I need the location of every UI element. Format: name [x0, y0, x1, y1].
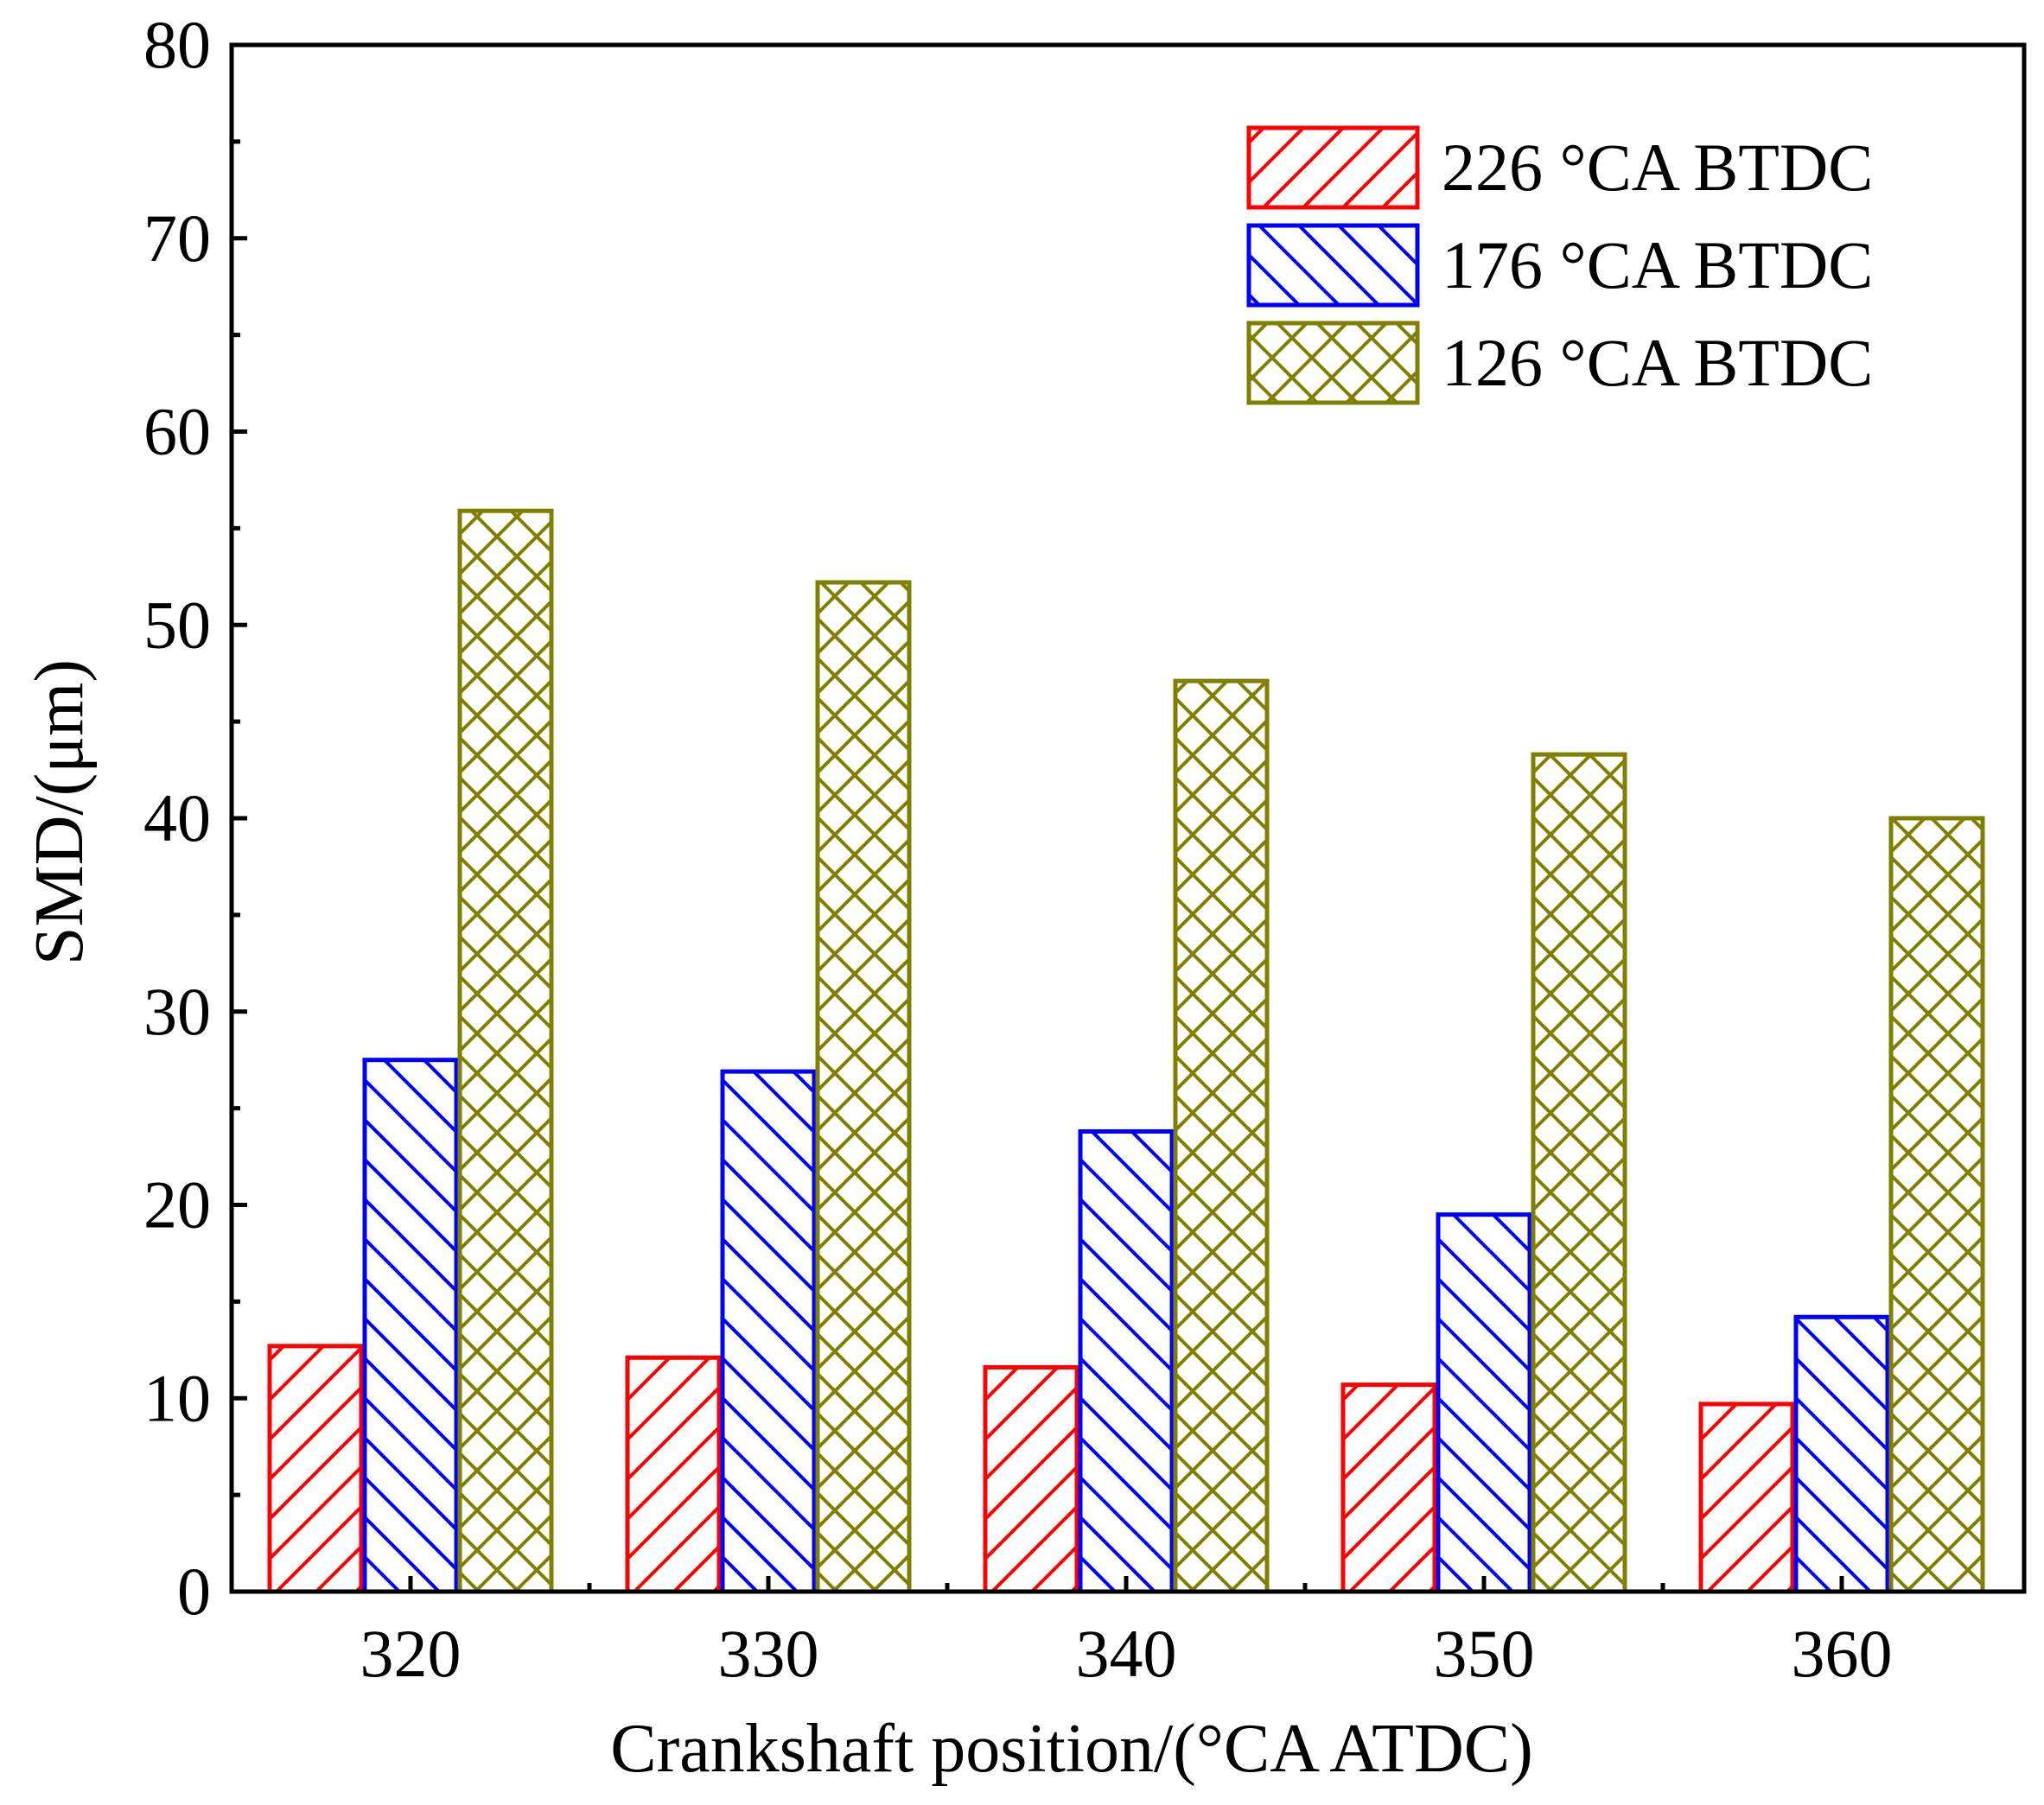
- y-axis-title: SMD/(μm): [22, 659, 98, 965]
- x-tick-label: 320: [360, 1616, 462, 1691]
- y-tick-label: 10: [143, 1360, 211, 1435]
- y-tick-label: 70: [143, 200, 211, 276]
- bar-350-series-1: [1340, 1382, 1437, 1594]
- y-tick-label: 30: [143, 974, 211, 1049]
- x-tick-label: 350: [1434, 1616, 1535, 1691]
- x-tick-label: 360: [1792, 1616, 1893, 1691]
- bar-320-series-1: [267, 1344, 364, 1594]
- y-tick-label: 80: [143, 7, 211, 82]
- bar-360-series-3: [1888, 816, 1985, 1594]
- legend-label-2: 176 °CA BTDC: [1442, 227, 1873, 302]
- bar-360-series-1: [1698, 1401, 1795, 1594]
- x-tick-label: 340: [1076, 1616, 1177, 1691]
- legend-swatch-2: [1246, 223, 1420, 308]
- bar-360-series-2: [1793, 1314, 1890, 1594]
- legend-label-1: 226 °CA BTDC: [1442, 130, 1873, 205]
- y-tick-label: 50: [143, 587, 211, 662]
- bar-350-series-2: [1436, 1212, 1532, 1594]
- bar-340-series-1: [983, 1364, 1079, 1594]
- bar-340-series-2: [1078, 1128, 1175, 1594]
- legend-swatch-1: [1246, 125, 1420, 210]
- x-axis-title: Crankshaft position/(°CA ATDC): [610, 1711, 1533, 1787]
- bar-350-series-3: [1531, 752, 1627, 1594]
- y-tick-label: 60: [143, 394, 211, 469]
- legend: 226 °CA BTDC 176 °CA BTDC 126 °CA BTDC: [1246, 125, 1873, 405]
- bars-layer: [267, 508, 1985, 1594]
- bar-320-series-3: [457, 508, 554, 1594]
- bar-340-series-3: [1173, 678, 1270, 1594]
- bar-330-series-2: [720, 1069, 817, 1594]
- labels-layer: Crankshaft position/(°CA ATDC) SMD/(μm): [22, 659, 1533, 1787]
- bar-330-series-3: [815, 580, 912, 1594]
- bar-320-series-2: [362, 1058, 459, 1594]
- bar-330-series-1: [625, 1355, 722, 1594]
- x-tick-label: 330: [718, 1616, 819, 1691]
- y-tick-label: 20: [143, 1167, 211, 1243]
- legend-swatch-3: [1246, 321, 1420, 405]
- y-tick-label: 0: [177, 1554, 211, 1629]
- y-tick-label: 40: [143, 780, 211, 855]
- legend-label-3: 126 °CA BTDC: [1442, 325, 1873, 400]
- ticks-layer: 0 10 20 30 40 50 60 70 80 320 330 340 350 360: [143, 7, 1893, 1691]
